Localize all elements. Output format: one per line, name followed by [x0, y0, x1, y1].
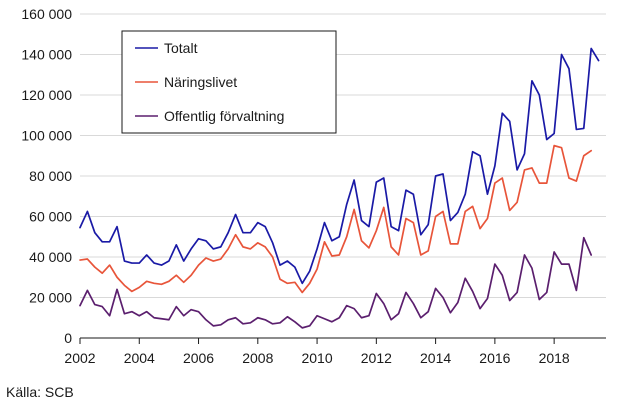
- x-tick-label: 2012: [361, 350, 392, 366]
- x-tick-label: 2016: [479, 350, 510, 366]
- legend-label-offentlig-forvaltning: Offentlig förvaltning: [164, 108, 284, 124]
- line-chart: 0 20 000 40 000 60 000 80 000 100 000 120 000 1…: [21, 6, 606, 366]
- source-note: Källa: SCB: [6, 384, 74, 400]
- x-tick-label: 2014: [420, 350, 451, 366]
- x-axis: [79, 337, 606, 344]
- y-tick-label: 120 000: [21, 87, 72, 103]
- x-tick-label: 2004: [124, 350, 155, 366]
- y-tick-label: 40 000: [29, 249, 72, 265]
- y-tick-label: 80 000: [29, 168, 72, 184]
- series-line-2: [79, 236, 593, 329]
- x-tick-label: 2006: [183, 350, 214, 366]
- series-lines: [79, 47, 600, 329]
- y-tick-label: 160 000: [21, 6, 72, 22]
- legend-label-naringslivet: Näringslivet: [164, 74, 237, 90]
- y-tick-label: 100 000: [21, 128, 72, 144]
- legend-label-totalt: Totalt: [164, 40, 198, 56]
- y-tick-label: 60 000: [29, 209, 72, 225]
- y-tick-label: 0: [64, 330, 72, 346]
- x-axis-tick-labels: 2002 2004 2006 2008 2010 2012 2014 2016 2018: [64, 350, 569, 366]
- y-axis-tick-labels: 0 20 000 40 000 60 000 80 000 100 000 120 000 1…: [21, 6, 72, 346]
- x-tick-label: 2002: [64, 350, 95, 366]
- y-tick-label: 140 000: [21, 47, 72, 63]
- series-line-1: [79, 144, 593, 294]
- series-line-0: [79, 47, 600, 285]
- x-tick-label: 2018: [539, 350, 570, 366]
- x-tick-label: 2010: [301, 350, 332, 366]
- y-tick-label: 20 000: [29, 290, 72, 306]
- legend: Totalt Näringslivet Offentlig förvaltnin…: [121, 30, 337, 134]
- x-tick-label: 2008: [242, 350, 273, 366]
